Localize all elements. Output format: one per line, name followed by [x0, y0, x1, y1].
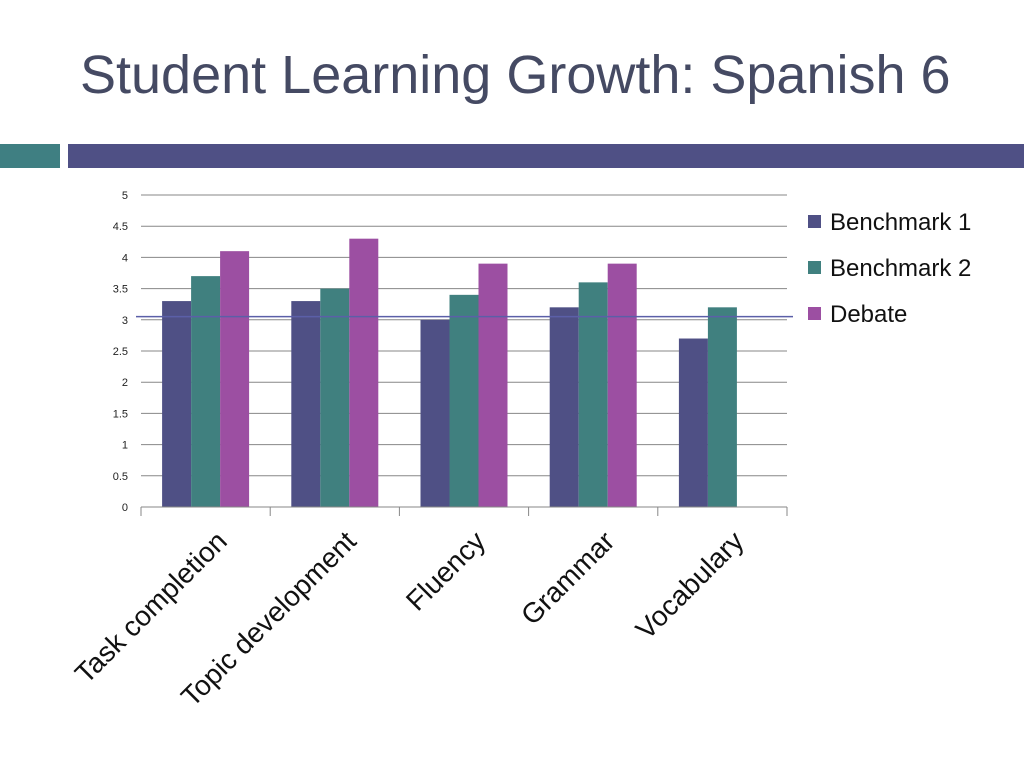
slide-title: Student Learning Growth: Spanish 6 — [80, 45, 951, 105]
y-tick-label: 3 — [122, 315, 128, 327]
x-axis — [140, 506, 788, 516]
y-tick-label: 2 — [122, 377, 128, 389]
x-category-label: Grammar — [515, 525, 621, 631]
bar — [420, 319, 450, 507]
bar — [449, 294, 479, 507]
bar — [549, 307, 579, 507]
legend-swatch — [808, 215, 821, 228]
y-tick-label: 5 — [122, 190, 128, 202]
bars — [162, 238, 737, 507]
title-accent-bar-navy — [68, 144, 1024, 168]
y-tick-label: 3.5 — [113, 284, 128, 296]
bar — [320, 288, 350, 507]
bar — [220, 251, 250, 507]
bar — [349, 238, 379, 507]
bar — [291, 301, 321, 507]
legend-swatch — [808, 261, 821, 274]
bar — [607, 263, 637, 507]
bar — [162, 301, 192, 507]
y-tick-label: 1.5 — [113, 408, 128, 420]
y-tick-label: 0.5 — [113, 471, 128, 483]
y-tick-label: 1 — [122, 440, 128, 452]
legend-label: Benchmark 2 — [830, 255, 971, 282]
y-axis-tick-labels: 0 0.5 1 1.5 2 2.5 3 3.5 4 4.5 5 — [113, 190, 128, 514]
y-tick-label: 0 — [122, 502, 128, 514]
bar — [707, 307, 737, 507]
x-category-label: Fluency — [400, 525, 491, 616]
bar — [478, 263, 508, 507]
y-tick-label: 4 — [122, 252, 128, 264]
bar — [678, 338, 708, 507]
legend: Benchmark 1 Benchmark 2 Debate — [808, 209, 971, 328]
legend-swatch — [808, 307, 821, 320]
bar — [578, 282, 608, 507]
y-tick-label: 2.5 — [113, 346, 128, 358]
y-tick-label: 4.5 — [113, 221, 128, 233]
bar — [191, 276, 221, 507]
legend-label: Debate — [830, 301, 907, 328]
legend-label: Benchmark 1 — [830, 209, 971, 236]
title-accent-bar-teal — [0, 144, 60, 168]
x-category-label: Vocabulary — [630, 525, 750, 645]
